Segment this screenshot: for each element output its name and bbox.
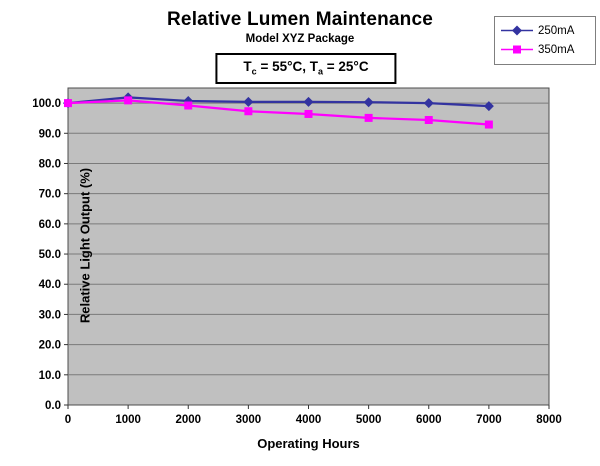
x-tick-label: 1000 bbox=[115, 414, 141, 426]
y-tick-label: 40.0 bbox=[39, 279, 61, 291]
annotation-text-part: T bbox=[243, 59, 252, 74]
y-axis-title: Relative Light Output (%) bbox=[77, 167, 93, 324]
y-tick-label: 10.0 bbox=[39, 370, 61, 382]
square-marker-icon bbox=[501, 45, 533, 54]
x-tick-label: 2000 bbox=[175, 414, 201, 426]
x-tick-label: 8000 bbox=[536, 414, 562, 426]
chart-title: Relative Lumen Maintenance bbox=[167, 9, 433, 30]
data-point-marker bbox=[64, 99, 72, 108]
y-tick-label: 60.0 bbox=[39, 219, 61, 231]
legend-item-250ma: 250mA bbox=[501, 21, 589, 40]
data-point-marker bbox=[363, 97, 374, 108]
chart-subtitle: Model XYZ Package bbox=[245, 33, 355, 45]
data-point-marker bbox=[483, 101, 494, 112]
x-tick-label: 5000 bbox=[356, 414, 382, 426]
series-line-250mA bbox=[67, 96, 489, 108]
legend: 250mA 350mA bbox=[494, 16, 596, 65]
y-tick-label: 0.0 bbox=[45, 400, 61, 412]
data-point-marker bbox=[124, 96, 133, 105]
y-tick-label: 100.0 bbox=[32, 98, 61, 110]
annotation-text-part: = 25°C bbox=[323, 59, 369, 74]
data-point-marker bbox=[303, 96, 314, 107]
data-point-marker bbox=[424, 116, 433, 125]
diamond-marker-icon bbox=[501, 25, 533, 36]
legend-label: 250mA bbox=[538, 24, 575, 37]
data-point-marker bbox=[184, 101, 193, 110]
legend-label: 350mA bbox=[538, 43, 575, 56]
data-point-marker bbox=[304, 109, 313, 118]
annotation-subscript: a bbox=[318, 66, 324, 77]
plot-background bbox=[67, 87, 550, 406]
data-point-marker bbox=[243, 96, 254, 107]
annotation-subscript: c bbox=[251, 66, 257, 77]
temperature-annotation: Tc = 55°C, Ta = 25°C bbox=[215, 53, 397, 84]
x-tick-label: 4000 bbox=[296, 414, 322, 426]
data-point-marker bbox=[244, 107, 253, 116]
y-tick-label: 80.0 bbox=[39, 158, 61, 170]
x-tick-label: 0 bbox=[65, 414, 71, 426]
data-point-marker bbox=[484, 120, 493, 129]
legend-item-350ma: 350mA bbox=[501, 40, 589, 59]
y-tick-label: 90.0 bbox=[39, 128, 61, 140]
data-point-marker bbox=[423, 98, 434, 109]
y-tick-label: 70.0 bbox=[39, 189, 61, 201]
x-tick-label: 3000 bbox=[236, 414, 262, 426]
x-tick-label: 6000 bbox=[416, 414, 442, 426]
x-tick-label: 7000 bbox=[476, 414, 502, 426]
data-point-marker bbox=[364, 113, 373, 122]
y-tick-label: 20.0 bbox=[39, 340, 61, 352]
y-tick-label: 30.0 bbox=[39, 309, 61, 321]
series-line-350mA bbox=[67, 99, 489, 126]
x-axis-title: Operating Hours bbox=[257, 436, 360, 451]
annotation-text-part: = 55°C, T bbox=[256, 59, 318, 74]
y-tick-label: 50.0 bbox=[39, 249, 61, 261]
